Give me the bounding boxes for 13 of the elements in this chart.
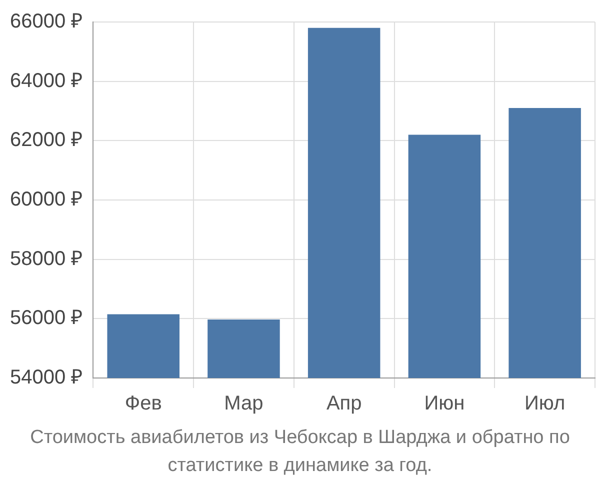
- x-tick-label: Фев: [124, 392, 162, 415]
- x-tick-label: Июн: [424, 392, 465, 415]
- y-tick-label: 56000 ₽: [10, 307, 84, 330]
- y-tick-label: 62000 ₽: [10, 129, 84, 152]
- x-tick-label: Мар: [224, 392, 264, 415]
- x-tick-label: Июл: [524, 392, 566, 415]
- y-tick-label: 54000 ₽: [10, 366, 84, 389]
- x-tick-label: Апр: [326, 392, 362, 415]
- y-tick-label: 66000 ₽: [10, 10, 84, 33]
- y-tick-label: 64000 ₽: [10, 70, 84, 92]
- y-tick-label: 60000 ₽: [10, 188, 84, 211]
- text: Стоимость авиабилетов из Чебоксар в Шарджа и обратно по статистике в динамике за год.: [29, 426, 571, 478]
- y-tick-label: 58000 ₽: [10, 248, 84, 270]
